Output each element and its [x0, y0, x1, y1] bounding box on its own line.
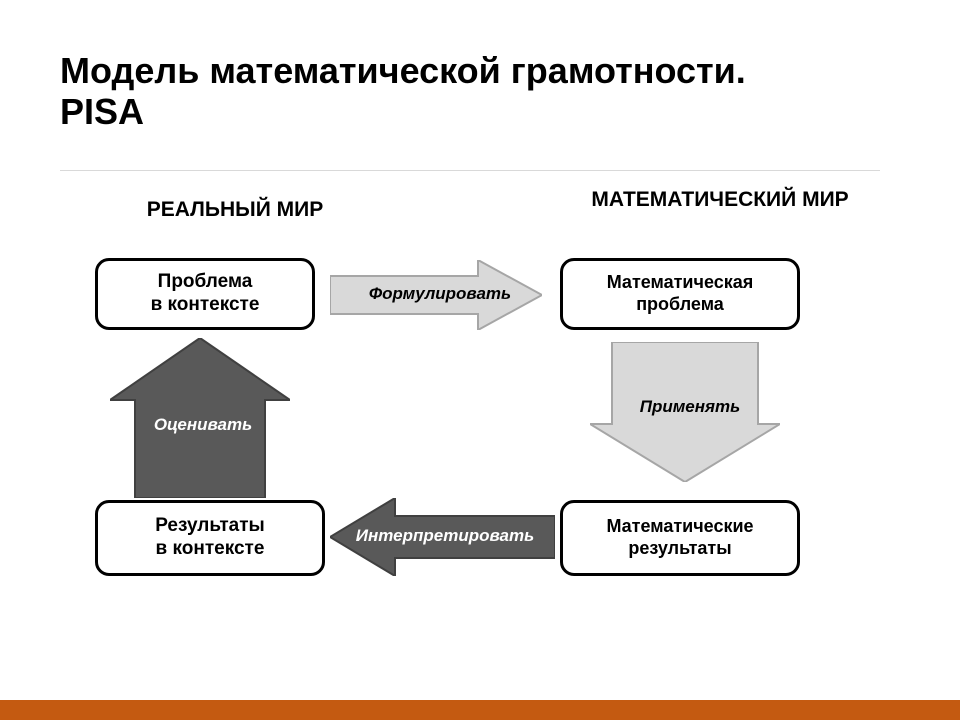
column-header-right: МАТЕМАТИЧЕСКИЙ МИР: [565, 188, 875, 212]
arrow-apply: [590, 342, 780, 482]
node-problem-context: Проблема в контексте: [95, 258, 315, 330]
column-header-right-text: МАТЕМАТИЧЕСКИЙ МИР: [591, 188, 848, 211]
node-problem-context-l1: Проблема: [158, 271, 253, 292]
node-math-results-l2: результаты: [628, 538, 731, 558]
node-math-results-l1: Математические: [606, 516, 753, 536]
node-math-problem-l2: проблема: [636, 294, 724, 314]
arrow-formulate: [330, 260, 542, 330]
title-line-1: Модель математической грамотности.: [60, 50, 746, 91]
footer-accent: [0, 700, 960, 720]
slide-title: Модель математической грамотности. PISA: [60, 50, 746, 133]
title-rule: [60, 170, 880, 171]
column-header-left: РЕАЛЬНЫЙ МИР: [105, 198, 365, 222]
node-problem-context-l2: в контексте: [151, 294, 260, 315]
node-math-results: Математические результаты: [560, 500, 800, 576]
node-results-context-l2: в контексте: [156, 538, 265, 559]
node-results-context-l1: Результаты: [155, 515, 265, 536]
node-math-problem: Математическая проблема: [560, 258, 800, 330]
node-math-problem-l1: Математическая: [607, 272, 754, 292]
slide: Модель математической грамотности. PISA …: [0, 0, 960, 720]
arrow-interpret: [330, 498, 555, 576]
node-results-context: Результаты в контексте: [95, 500, 325, 576]
arrow-evaluate: [110, 338, 290, 498]
title-line-2: PISA: [60, 91, 144, 132]
